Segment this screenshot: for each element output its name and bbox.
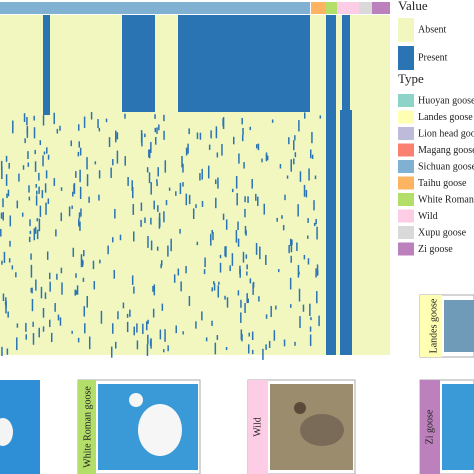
legend-swatch xyxy=(398,143,414,157)
legend-swatch xyxy=(398,176,414,190)
heatmap xyxy=(0,15,390,360)
legend-swatch xyxy=(398,94,414,107)
legend-title: Type xyxy=(398,71,424,86)
legend-swatch xyxy=(398,242,414,256)
legend-label: Wild xyxy=(418,211,438,222)
legend-label: Absent xyxy=(418,24,447,35)
legend-title: Value xyxy=(398,0,428,13)
legend-label: Landes goose xyxy=(418,112,473,123)
legend-label: Present xyxy=(418,52,448,63)
annotation-bar xyxy=(0,2,390,14)
photo-label: Landes goose xyxy=(428,298,439,353)
photo-label: Zi goose xyxy=(424,409,435,444)
legend-swatch xyxy=(398,110,414,124)
legend-label: Huoyan goose xyxy=(418,95,474,106)
legend-swatch xyxy=(398,127,414,140)
legend-swatch xyxy=(398,226,414,239)
legend-label: Xupu goose xyxy=(418,227,467,238)
legend-label: Magang goose xyxy=(418,145,474,156)
legend-label: White Roman goose xyxy=(418,194,474,205)
photo-label: White Roman goose xyxy=(82,386,93,468)
legend-swatch xyxy=(398,46,414,70)
legend-swatch xyxy=(398,160,414,173)
legend-swatch xyxy=(398,193,414,206)
legend-swatch xyxy=(398,18,414,42)
photo-label: Wild xyxy=(252,417,263,437)
legend-label: Zi goose xyxy=(418,244,453,255)
legend-label: Lion head goose xyxy=(418,128,474,139)
legend-label: Taihu goose xyxy=(418,178,467,189)
photos: Landes goose White Roman goose Wild Zi g… xyxy=(0,294,474,474)
legend-swatch xyxy=(398,209,414,223)
legend-label: Sichuan goose xyxy=(418,161,474,172)
